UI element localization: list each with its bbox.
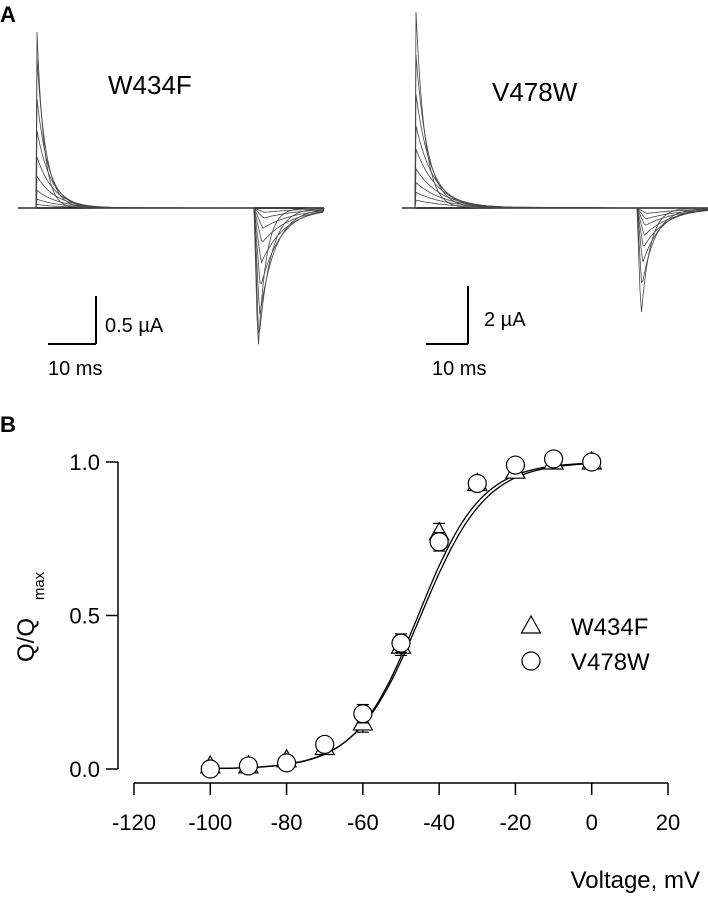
current-trace	[402, 181, 708, 220]
legend-marker-circle	[521, 651, 541, 671]
y-tick-label: 1.0	[69, 450, 100, 475]
data-point-circle	[315, 734, 335, 755]
data-point-circle	[505, 455, 526, 475]
y-axis-title: Q/Q max	[13, 571, 48, 662]
current-traces-w434f	[18, 31, 325, 345]
current-trace	[18, 175, 325, 243]
data-point-circle	[582, 452, 602, 472]
scale-bar-v478w	[426, 286, 469, 345]
y-tick-label: 0.0	[69, 757, 100, 782]
x-tick-label: -20	[500, 810, 532, 835]
y-axis-title-main: Q/Q	[13, 618, 40, 662]
current-trace	[402, 167, 708, 226]
data-point-circle	[276, 753, 297, 773]
x-tick-label: -40	[423, 810, 455, 835]
current-trace	[18, 156, 325, 264]
qv-chart: -120 -100 -80 -60 -40 -20 0 20 0.0 0.5 1.0 W434F V47…	[69, 449, 680, 835]
legend-label: V478W	[571, 649, 650, 676]
data-point-circle	[353, 704, 373, 724]
trace-label-w434f: W434F	[108, 70, 192, 100]
data-point-circle	[391, 633, 411, 653]
data-point-circle	[200, 759, 220, 779]
legend: W434F V478W	[520, 614, 650, 676]
x-tick-label: 0	[586, 810, 598, 835]
x-tick-label: -120	[112, 810, 156, 835]
panel-b-letter: B	[0, 412, 16, 437]
x-axis-title: Voltage, mV	[571, 867, 700, 894]
scale-time-w434f: 10 ms	[48, 358, 102, 380]
x-tick-label: -100	[188, 810, 232, 835]
fit-curve	[210, 462, 592, 770]
current-trace	[402, 11, 708, 313]
data-point-circle	[429, 532, 449, 552]
fit-curve	[210, 462, 592, 770]
data-point-circle	[467, 473, 487, 494]
current-trace	[402, 125, 708, 247]
trace-label-v478w: V478W	[492, 77, 578, 107]
x-tick-label: -80	[271, 810, 303, 835]
panel-a-letter: A	[0, 2, 16, 27]
current-trace	[402, 94, 708, 262]
current-trace	[18, 204, 325, 213]
scale-current-v478w: 2 µA	[484, 309, 526, 331]
scale-time-v478w: 10 ms	[432, 358, 486, 380]
current-traces-v478w	[402, 11, 708, 313]
legend-label: W434F	[571, 614, 648, 641]
x-tick-label: 20	[656, 810, 680, 835]
current-trace	[402, 149, 708, 236]
current-trace	[402, 191, 708, 214]
y-tick-label: 0.5	[69, 604, 100, 629]
y-axis-title-sub: max	[31, 571, 48, 600]
scale-current-w434f: 0.5 µA	[105, 315, 164, 337]
data-point-circle	[238, 756, 259, 776]
x-tick-label: -60	[347, 810, 379, 835]
data-point-circle	[543, 449, 564, 469]
current-trace	[402, 199, 708, 209]
scale-bar-w434f	[48, 296, 97, 345]
legend-marker-triangle	[520, 614, 542, 634]
